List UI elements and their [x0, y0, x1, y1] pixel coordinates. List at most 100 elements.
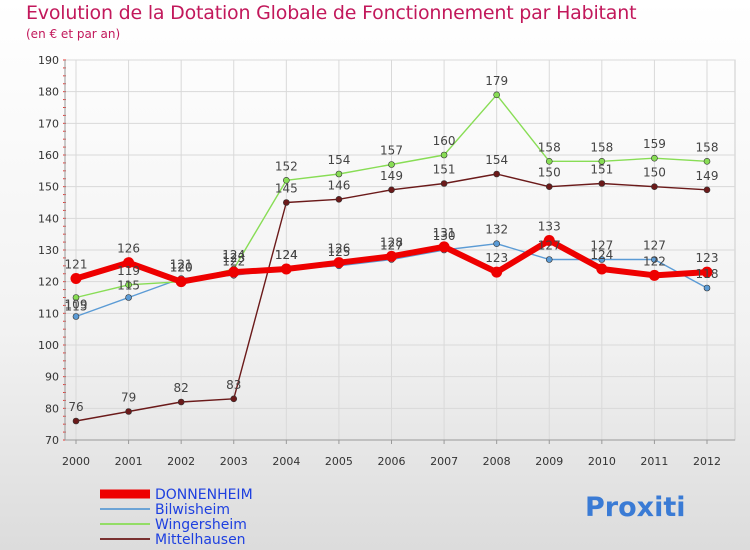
data-label-mittelhausen-2011: 150	[643, 166, 666, 180]
point-donnenheim-2009	[543, 235, 555, 246]
data-label-bilwisheim-2010: 127	[590, 239, 613, 253]
point-mittelhausen-2001	[125, 408, 132, 415]
point-wingersheim-2012	[703, 158, 711, 165]
data-label-bilwisheim-2005: 125	[327, 245, 350, 259]
point-bilwisheim-2001	[125, 294, 132, 301]
data-label-mittelhausen-2004: 145	[275, 182, 298, 196]
point-mittelhausen-2009	[545, 183, 553, 190]
data-label-mittelhausen-2000: 76	[68, 400, 83, 414]
y-tick-label-140: 140	[38, 212, 59, 225]
point-donnenheim-2005	[333, 257, 345, 269]
x-tick-label-2004: 2004	[272, 455, 300, 468]
x-tick-label-2012: 2012	[693, 455, 721, 468]
x-tick-label-2008: 2008	[483, 455, 511, 468]
point-wingersheim-2001	[125, 281, 132, 289]
data-label-wingersheim-2005: 154	[327, 153, 350, 167]
x-tick-label-2003: 2003	[220, 455, 248, 468]
point-mittelhausen-2012	[703, 186, 711, 194]
x-tick-label-2000: 2000	[62, 455, 90, 468]
x-tick-label-2001: 2001	[115, 455, 143, 468]
series-donnenheim	[70, 235, 713, 288]
y-tick-label-170: 170	[38, 117, 59, 130]
point-mittelhausen-2000	[72, 417, 80, 425]
point-donnenheim-2008	[491, 266, 503, 278]
point-donnenheim-2007	[438, 241, 450, 253]
data-label-wingersheim-2008: 179	[485, 74, 508, 88]
proxiti-logo: Proxiti	[585, 492, 686, 523]
point-bilwisheim-2011	[651, 256, 658, 263]
data-label-donnenheim-2010: 124	[590, 248, 613, 262]
y-tick-label-160: 160	[38, 149, 59, 162]
data-label-wingersheim-2004: 152	[275, 159, 298, 173]
series-lines	[70, 91, 713, 425]
point-bilwisheim-2012	[703, 284, 711, 292]
data-label-wingersheim-2011: 159	[643, 137, 666, 151]
point-wingersheim-2006	[388, 161, 395, 168]
data-label-bilwisheim-2009: 127	[538, 239, 561, 253]
point-donnenheim-2006	[386, 250, 397, 262]
data-label-bilwisheim-2011: 127	[643, 239, 666, 253]
y-tick-label-150: 150	[38, 181, 59, 194]
y-tick-label-180: 180	[38, 86, 59, 99]
data-label-donnenheim-2012: 123	[696, 251, 719, 265]
data-label-donnenheim-2007: 131	[433, 226, 456, 240]
data-label-mittelhausen-2010: 151	[590, 163, 613, 177]
x-tick-label-2006: 2006	[378, 455, 406, 468]
data-label-donnenheim-2002: 120	[170, 261, 193, 275]
legend-label-wingersheim: Wingersheim	[155, 517, 247, 533]
y-tick-label-190: 190	[38, 54, 59, 67]
data-label-mittelhausen-2002: 82	[174, 381, 189, 395]
data-label-wingersheim-2012: 158	[696, 140, 719, 154]
point-mittelhausen-2007	[440, 180, 448, 187]
data-label-mittelhausen-2009: 150	[538, 166, 561, 180]
data-label-donnenheim-2011: 122	[643, 254, 666, 268]
x-tick-label-2011: 2011	[640, 455, 668, 468]
x-tick-label-2009: 2009	[535, 455, 563, 468]
data-label-mittelhausen-2001: 79	[121, 391, 136, 405]
y-tick-label-100: 100	[38, 339, 59, 352]
axes: 70 80 90 100 110 120 130 140 150 160 170 180 190 2000…	[38, 54, 735, 468]
chart-title: Evolution de la Dotation Globale de Fonc…	[26, 2, 637, 24]
point-wingersheim-2000	[72, 294, 80, 301]
point-donnenheim-2001	[123, 257, 135, 269]
point-wingersheim-2010	[598, 158, 606, 165]
legend-label-bilwisheim: Bilwisheim	[155, 502, 230, 518]
point-mittelhausen-2002	[177, 398, 185, 406]
proxiti-logo-text: Proxiti	[585, 492, 686, 523]
data-label-wingersheim-2002: 120	[170, 261, 193, 275]
chart-subtitle: (en € et par an)	[26, 27, 121, 41]
data-label-bilwisheim-2000: 109	[65, 298, 88, 312]
point-mittelhausen-2003	[230, 395, 238, 403]
point-mittelhausen-2005	[335, 196, 343, 203]
point-wingersheim-2005	[335, 170, 343, 178]
point-donnenheim-2003	[228, 266, 240, 278]
data-label-bilwisheim-2004: 124	[275, 248, 298, 262]
x-tick-label-2010: 2010	[588, 455, 616, 468]
point-mittelhausen-2004	[283, 199, 290, 206]
x-tick-label-2005: 2005	[325, 455, 353, 468]
legend: DONNENHEIMBilwisheimWingersheimMittelhau…	[100, 487, 253, 548]
series-mittelhausen	[72, 170, 711, 425]
point-wingersheim-2011	[651, 154, 658, 162]
data-label-donnenheim-2008: 123	[485, 251, 508, 265]
legend-label-mittelhausen: Mittelhausen	[155, 532, 246, 548]
data-label-bilwisheim-2002: 121	[170, 258, 193, 272]
data-label-bilwisheim-2001: 115	[117, 279, 140, 293]
point-mittelhausen-2010	[598, 180, 606, 187]
legend-label-donnenheim: DONNENHEIM	[155, 487, 253, 503]
data-label-bilwisheim-2003: 122	[222, 254, 245, 268]
point-wingersheim-2008	[493, 91, 500, 99]
x-tick-label-2002: 2002	[167, 455, 195, 468]
point-donnenheim-2010	[596, 263, 608, 275]
point-donnenheim-2011	[648, 269, 660, 281]
data-label-mittelhausen-2012: 149	[696, 169, 719, 183]
data-label-wingersheim-2010: 158	[590, 140, 613, 154]
point-mittelhausen-2006	[388, 186, 395, 194]
data-label-bilwisheim-2008: 132	[485, 223, 508, 237]
point-bilwisheim-2008	[493, 240, 500, 247]
data-label-mittelhausen-2007: 151	[433, 163, 456, 177]
point-donnenheim-2012	[701, 266, 713, 278]
data-label-wingersheim-2009: 158	[538, 140, 561, 154]
data-label-wingersheim-2001: 119	[117, 264, 140, 278]
